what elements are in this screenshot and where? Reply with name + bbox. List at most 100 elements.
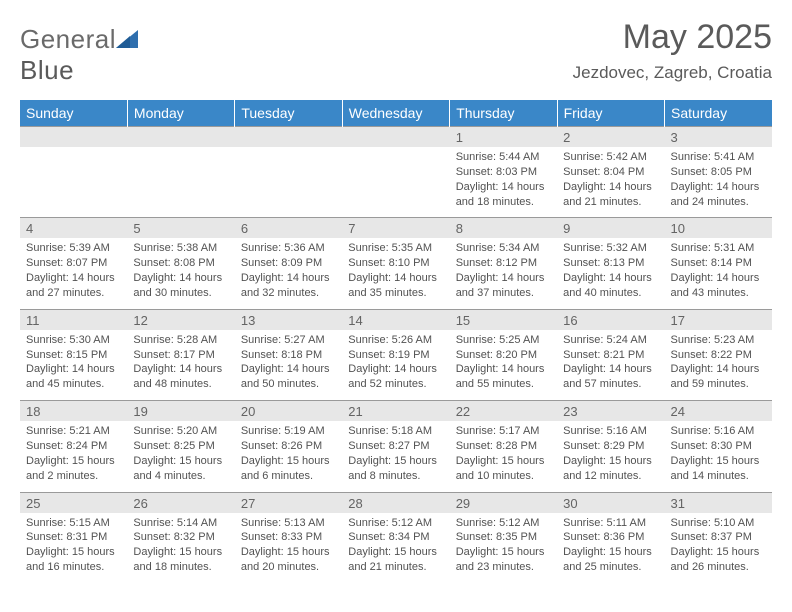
day-body: Sunrise: 5:11 AMSunset: 8:36 PMDaylight:… [557,513,664,583]
day-body: Sunrise: 5:39 AMSunset: 8:07 PMDaylight:… [20,238,127,308]
calendar-cell: 6Sunrise: 5:36 AMSunset: 8:09 PMDaylight… [235,218,342,309]
calendar-cell [20,127,127,218]
calendar-cell [342,127,449,218]
calendar-table: SundayMondayTuesdayWednesdayThursdayFrid… [20,100,772,583]
day-body: Sunrise: 5:28 AMSunset: 8:17 PMDaylight:… [127,330,234,400]
calendar-cell: 20Sunrise: 5:19 AMSunset: 8:26 PMDayligh… [235,401,342,492]
day-body: Sunrise: 5:10 AMSunset: 8:37 PMDaylight:… [665,513,772,583]
day-body [127,147,234,205]
day-number: 31 [665,493,772,513]
calendar-cell: 27Sunrise: 5:13 AMSunset: 8:33 PMDayligh… [235,492,342,583]
calendar-cell: 30Sunrise: 5:11 AMSunset: 8:36 PMDayligh… [557,492,664,583]
calendar-cell: 19Sunrise: 5:20 AMSunset: 8:25 PMDayligh… [127,401,234,492]
calendar-week-row: 18Sunrise: 5:21 AMSunset: 8:24 PMDayligh… [20,401,772,492]
day-number: 24 [665,401,772,421]
day-body: Sunrise: 5:23 AMSunset: 8:22 PMDaylight:… [665,330,772,400]
day-number: 23 [557,401,664,421]
day-number: 21 [342,401,449,421]
day-number: 11 [20,310,127,330]
weekday-header: Friday [557,100,664,127]
day-body: Sunrise: 5:16 AMSunset: 8:29 PMDaylight:… [557,421,664,491]
day-body: Sunrise: 5:32 AMSunset: 8:13 PMDaylight:… [557,238,664,308]
calendar-cell [235,127,342,218]
day-number: 28 [342,493,449,513]
day-number: 17 [665,310,772,330]
calendar-week-row: 1Sunrise: 5:44 AMSunset: 8:03 PMDaylight… [20,127,772,218]
day-number: 30 [557,493,664,513]
calendar-cell: 29Sunrise: 5:12 AMSunset: 8:35 PMDayligh… [450,492,557,583]
day-body [342,147,449,205]
day-body: Sunrise: 5:44 AMSunset: 8:03 PMDaylight:… [450,147,557,217]
day-body: Sunrise: 5:24 AMSunset: 8:21 PMDaylight:… [557,330,664,400]
day-number: 1 [450,127,557,147]
day-number [127,127,234,147]
calendar-week-row: 25Sunrise: 5:15 AMSunset: 8:31 PMDayligh… [20,492,772,583]
day-number: 2 [557,127,664,147]
calendar-cell: 16Sunrise: 5:24 AMSunset: 8:21 PMDayligh… [557,309,664,400]
weekday-header: Sunday [20,100,127,127]
day-body: Sunrise: 5:25 AMSunset: 8:20 PMDaylight:… [450,330,557,400]
calendar-week-row: 11Sunrise: 5:30 AMSunset: 8:15 PMDayligh… [20,309,772,400]
day-body: Sunrise: 5:41 AMSunset: 8:05 PMDaylight:… [665,147,772,217]
page-title: May 2025 [573,18,772,57]
calendar-cell: 18Sunrise: 5:21 AMSunset: 8:24 PMDayligh… [20,401,127,492]
day-number: 29 [450,493,557,513]
calendar-cell: 15Sunrise: 5:25 AMSunset: 8:20 PMDayligh… [450,309,557,400]
day-body [235,147,342,205]
day-number: 13 [235,310,342,330]
calendar-cell: 23Sunrise: 5:16 AMSunset: 8:29 PMDayligh… [557,401,664,492]
day-body: Sunrise: 5:35 AMSunset: 8:10 PMDaylight:… [342,238,449,308]
day-body: Sunrise: 5:14 AMSunset: 8:32 PMDaylight:… [127,513,234,583]
weekday-header: Thursday [450,100,557,127]
day-number: 7 [342,218,449,238]
day-number: 25 [20,493,127,513]
day-number: 18 [20,401,127,421]
day-body: Sunrise: 5:13 AMSunset: 8:33 PMDaylight:… [235,513,342,583]
weekday-row: SundayMondayTuesdayWednesdayThursdayFrid… [20,100,772,127]
day-number: 6 [235,218,342,238]
calendar-cell: 24Sunrise: 5:16 AMSunset: 8:30 PMDayligh… [665,401,772,492]
calendar-cell: 4Sunrise: 5:39 AMSunset: 8:07 PMDaylight… [20,218,127,309]
weekday-header: Tuesday [235,100,342,127]
day-body: Sunrise: 5:12 AMSunset: 8:35 PMDaylight:… [450,513,557,583]
day-number: 12 [127,310,234,330]
day-number: 16 [557,310,664,330]
day-number: 5 [127,218,234,238]
day-body: Sunrise: 5:20 AMSunset: 8:25 PMDaylight:… [127,421,234,491]
weekday-header: Saturday [665,100,772,127]
day-body: Sunrise: 5:18 AMSunset: 8:27 PMDaylight:… [342,421,449,491]
calendar-week-row: 4Sunrise: 5:39 AMSunset: 8:07 PMDaylight… [20,218,772,309]
day-number: 22 [450,401,557,421]
calendar-cell: 1Sunrise: 5:44 AMSunset: 8:03 PMDaylight… [450,127,557,218]
weekday-header: Monday [127,100,234,127]
logo-word2: Blue [20,55,74,85]
day-number: 14 [342,310,449,330]
calendar-cell: 7Sunrise: 5:35 AMSunset: 8:10 PMDaylight… [342,218,449,309]
day-number [235,127,342,147]
calendar-cell: 26Sunrise: 5:14 AMSunset: 8:32 PMDayligh… [127,492,234,583]
calendar-cell: 13Sunrise: 5:27 AMSunset: 8:18 PMDayligh… [235,309,342,400]
calendar-cell: 9Sunrise: 5:32 AMSunset: 8:13 PMDaylight… [557,218,664,309]
day-number [20,127,127,147]
day-body: Sunrise: 5:36 AMSunset: 8:09 PMDaylight:… [235,238,342,308]
day-body: Sunrise: 5:12 AMSunset: 8:34 PMDaylight:… [342,513,449,583]
day-number: 10 [665,218,772,238]
day-body: Sunrise: 5:19 AMSunset: 8:26 PMDaylight:… [235,421,342,491]
day-number: 26 [127,493,234,513]
day-number: 8 [450,218,557,238]
header: General Blue May 2025 Jezdovec, Zagreb, … [20,18,772,86]
day-body: Sunrise: 5:26 AMSunset: 8:19 PMDaylight:… [342,330,449,400]
calendar-cell: 14Sunrise: 5:26 AMSunset: 8:19 PMDayligh… [342,309,449,400]
calendar-cell: 21Sunrise: 5:18 AMSunset: 8:27 PMDayligh… [342,401,449,492]
calendar-cell: 11Sunrise: 5:30 AMSunset: 8:15 PMDayligh… [20,309,127,400]
logo: General Blue [20,24,138,86]
logo-text: General Blue [20,24,138,86]
calendar-cell: 2Sunrise: 5:42 AMSunset: 8:04 PMDaylight… [557,127,664,218]
location-subtitle: Jezdovec, Zagreb, Croatia [573,63,772,83]
day-body: Sunrise: 5:30 AMSunset: 8:15 PMDaylight:… [20,330,127,400]
calendar-cell: 17Sunrise: 5:23 AMSunset: 8:22 PMDayligh… [665,309,772,400]
day-number: 4 [20,218,127,238]
logo-triangle-icon [116,24,138,54]
day-number: 27 [235,493,342,513]
day-body: Sunrise: 5:16 AMSunset: 8:30 PMDaylight:… [665,421,772,491]
